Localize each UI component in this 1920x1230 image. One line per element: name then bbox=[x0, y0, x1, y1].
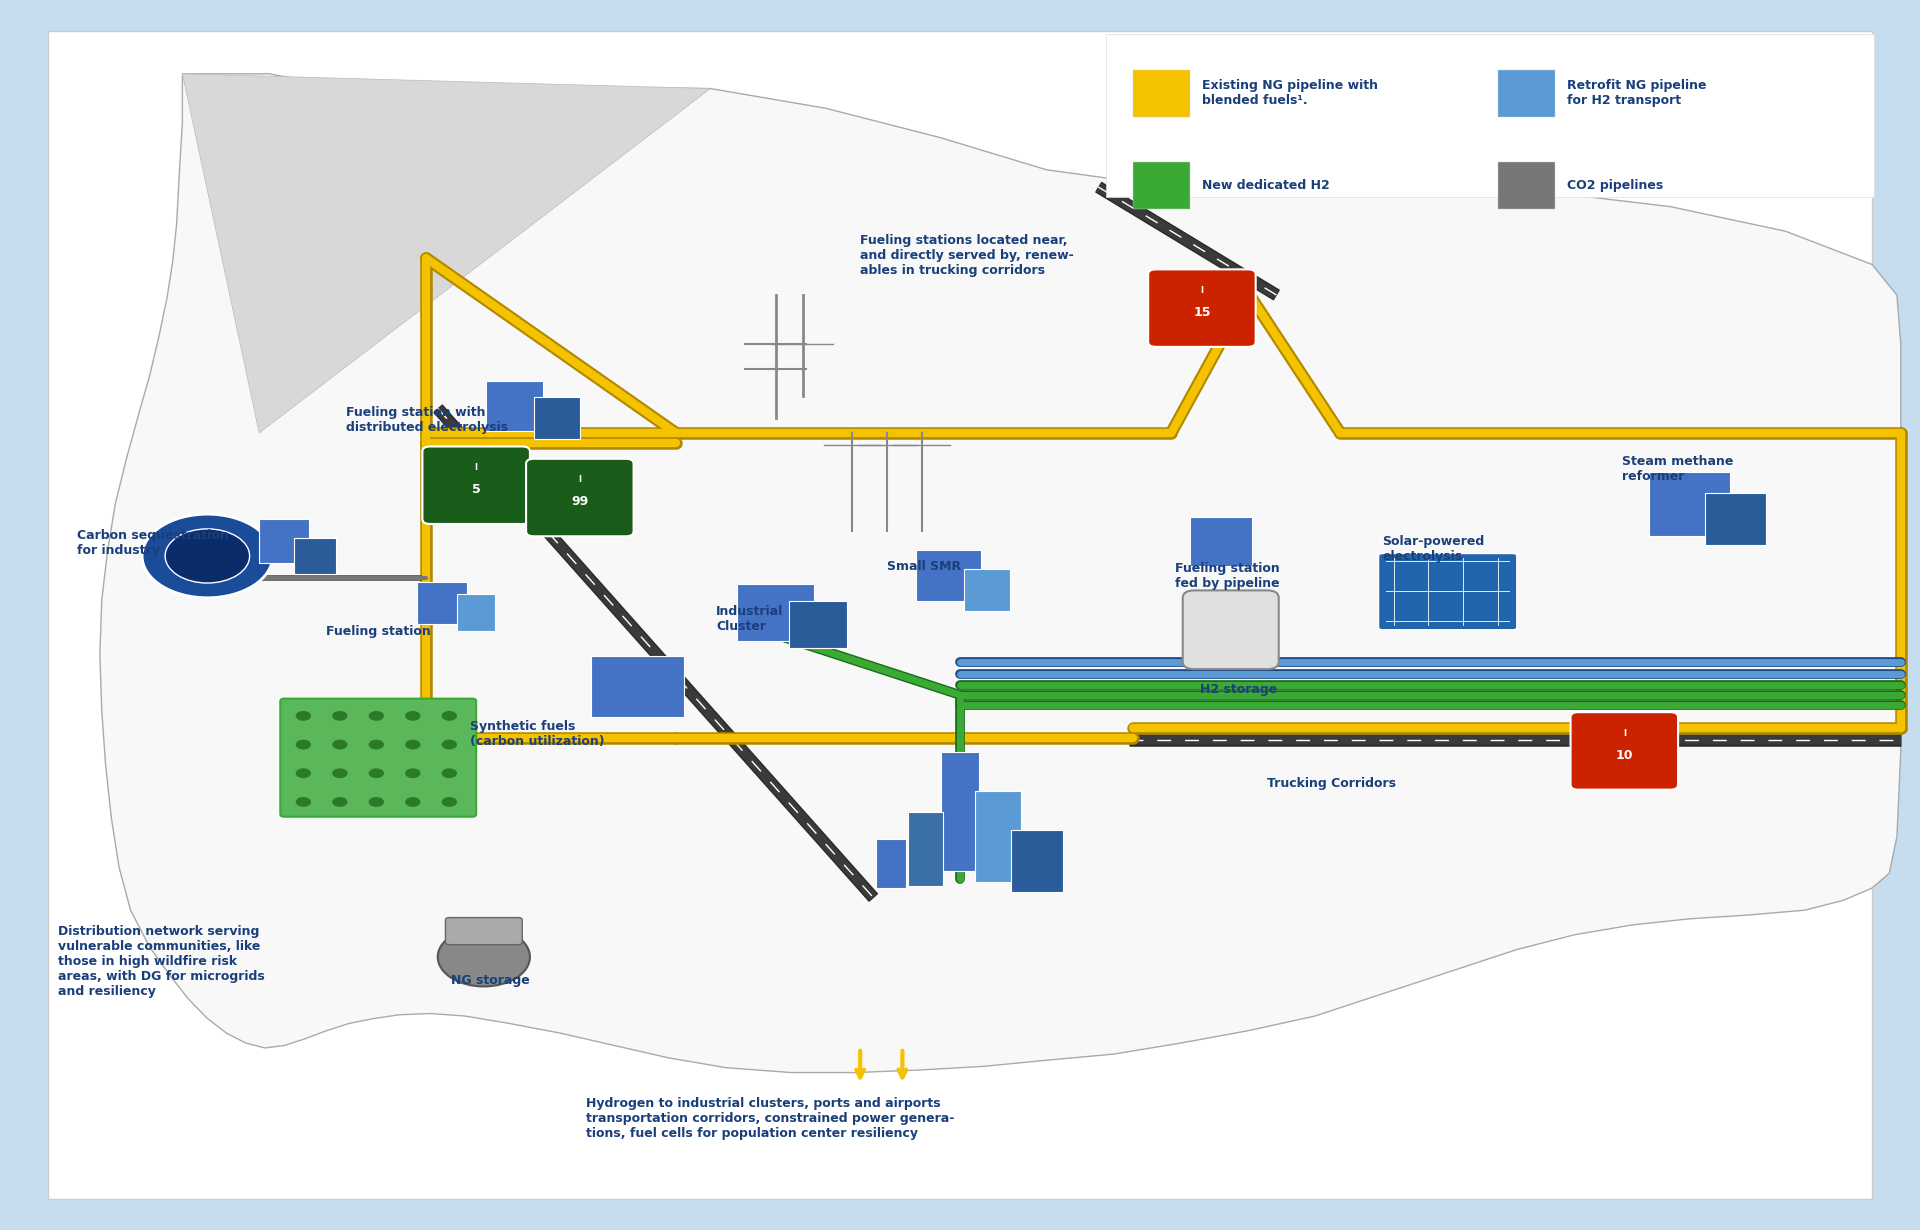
Text: Fueling stations located near,
and directly served by, renew-
ables in trucking : Fueling stations located near, and direc… bbox=[860, 234, 1073, 277]
FancyBboxPatch shape bbox=[1183, 590, 1279, 669]
FancyBboxPatch shape bbox=[1498, 162, 1555, 209]
FancyBboxPatch shape bbox=[1498, 70, 1555, 117]
FancyBboxPatch shape bbox=[422, 446, 530, 524]
FancyBboxPatch shape bbox=[941, 752, 979, 871]
Polygon shape bbox=[100, 74, 1901, 1073]
FancyBboxPatch shape bbox=[908, 812, 943, 886]
Circle shape bbox=[405, 711, 420, 721]
FancyBboxPatch shape bbox=[1148, 269, 1256, 347]
Circle shape bbox=[369, 769, 384, 779]
FancyBboxPatch shape bbox=[1133, 162, 1190, 209]
FancyBboxPatch shape bbox=[1106, 34, 1874, 197]
FancyBboxPatch shape bbox=[1571, 712, 1678, 790]
FancyBboxPatch shape bbox=[789, 601, 847, 648]
Text: Carbon sequestration
for industry: Carbon sequestration for industry bbox=[77, 529, 228, 557]
Circle shape bbox=[369, 797, 384, 807]
Circle shape bbox=[442, 739, 457, 749]
Circle shape bbox=[405, 797, 420, 807]
Text: H2 storage: H2 storage bbox=[1200, 683, 1277, 696]
Text: Synthetic fuels
(carbon utilization): Synthetic fuels (carbon utilization) bbox=[470, 720, 605, 748]
Text: Trucking Corridors: Trucking Corridors bbox=[1267, 777, 1396, 791]
Circle shape bbox=[442, 711, 457, 721]
Text: 99: 99 bbox=[572, 496, 588, 508]
Text: Solar-powered
electrolysis: Solar-powered electrolysis bbox=[1382, 535, 1484, 563]
Text: I: I bbox=[1622, 728, 1626, 738]
FancyBboxPatch shape bbox=[916, 550, 981, 601]
Text: NG storage: NG storage bbox=[451, 974, 530, 988]
Circle shape bbox=[332, 797, 348, 807]
Text: Small SMR: Small SMR bbox=[887, 560, 962, 573]
FancyBboxPatch shape bbox=[445, 918, 522, 945]
Circle shape bbox=[369, 711, 384, 721]
Polygon shape bbox=[182, 74, 710, 433]
Circle shape bbox=[332, 769, 348, 779]
Text: 15: 15 bbox=[1192, 306, 1212, 319]
Text: 10: 10 bbox=[1615, 749, 1634, 761]
Text: CO2 pipelines: CO2 pipelines bbox=[1567, 180, 1663, 192]
FancyBboxPatch shape bbox=[591, 656, 684, 717]
FancyBboxPatch shape bbox=[1012, 830, 1064, 892]
Text: Distribution network serving
vulnerable communities, like
those in high wildfire: Distribution network serving vulnerable … bbox=[58, 925, 265, 998]
Circle shape bbox=[442, 769, 457, 779]
Text: I: I bbox=[1200, 285, 1204, 295]
Text: Existing NG pipeline with
blended fuels¹.: Existing NG pipeline with blended fuels¹… bbox=[1202, 80, 1379, 107]
Circle shape bbox=[442, 797, 457, 807]
FancyBboxPatch shape bbox=[48, 31, 1872, 1199]
Circle shape bbox=[165, 529, 250, 583]
FancyBboxPatch shape bbox=[1133, 70, 1190, 117]
Text: Industrial
Cluster: Industrial Cluster bbox=[716, 605, 783, 633]
FancyBboxPatch shape bbox=[1190, 517, 1252, 566]
Circle shape bbox=[405, 769, 420, 779]
FancyBboxPatch shape bbox=[876, 839, 906, 888]
Text: I: I bbox=[578, 475, 582, 485]
FancyBboxPatch shape bbox=[534, 397, 580, 439]
FancyBboxPatch shape bbox=[737, 584, 814, 641]
Circle shape bbox=[438, 927, 530, 986]
Text: New dedicated H2: New dedicated H2 bbox=[1202, 180, 1331, 192]
FancyBboxPatch shape bbox=[417, 582, 467, 624]
FancyBboxPatch shape bbox=[294, 538, 336, 574]
FancyBboxPatch shape bbox=[1649, 472, 1730, 536]
Circle shape bbox=[332, 711, 348, 721]
Text: Fueling station: Fueling station bbox=[326, 625, 432, 638]
Text: Fueling station
fed by pipeline: Fueling station fed by pipeline bbox=[1175, 562, 1281, 590]
FancyBboxPatch shape bbox=[1379, 554, 1517, 630]
Circle shape bbox=[296, 769, 311, 779]
Text: Fueling station with
distributed electrolysis: Fueling station with distributed electro… bbox=[346, 406, 507, 434]
Text: Steam methane
reformer: Steam methane reformer bbox=[1622, 455, 1734, 483]
FancyBboxPatch shape bbox=[526, 459, 634, 536]
Text: I: I bbox=[474, 462, 478, 472]
FancyBboxPatch shape bbox=[975, 791, 1021, 882]
Circle shape bbox=[142, 514, 273, 598]
Circle shape bbox=[405, 739, 420, 749]
Circle shape bbox=[296, 739, 311, 749]
FancyBboxPatch shape bbox=[280, 699, 476, 817]
FancyBboxPatch shape bbox=[457, 594, 495, 631]
FancyBboxPatch shape bbox=[1705, 493, 1766, 545]
FancyBboxPatch shape bbox=[486, 381, 543, 430]
Circle shape bbox=[296, 711, 311, 721]
Text: 5: 5 bbox=[472, 483, 480, 496]
Circle shape bbox=[296, 797, 311, 807]
FancyBboxPatch shape bbox=[259, 519, 309, 563]
FancyBboxPatch shape bbox=[964, 569, 1010, 611]
Text: Retrofit NG pipeline
for H2 transport: Retrofit NG pipeline for H2 transport bbox=[1567, 80, 1707, 107]
Circle shape bbox=[332, 739, 348, 749]
Circle shape bbox=[369, 739, 384, 749]
Text: Hydrogen to industrial clusters, ports and airports
transportation corridors, co: Hydrogen to industrial clusters, ports a… bbox=[586, 1097, 954, 1140]
